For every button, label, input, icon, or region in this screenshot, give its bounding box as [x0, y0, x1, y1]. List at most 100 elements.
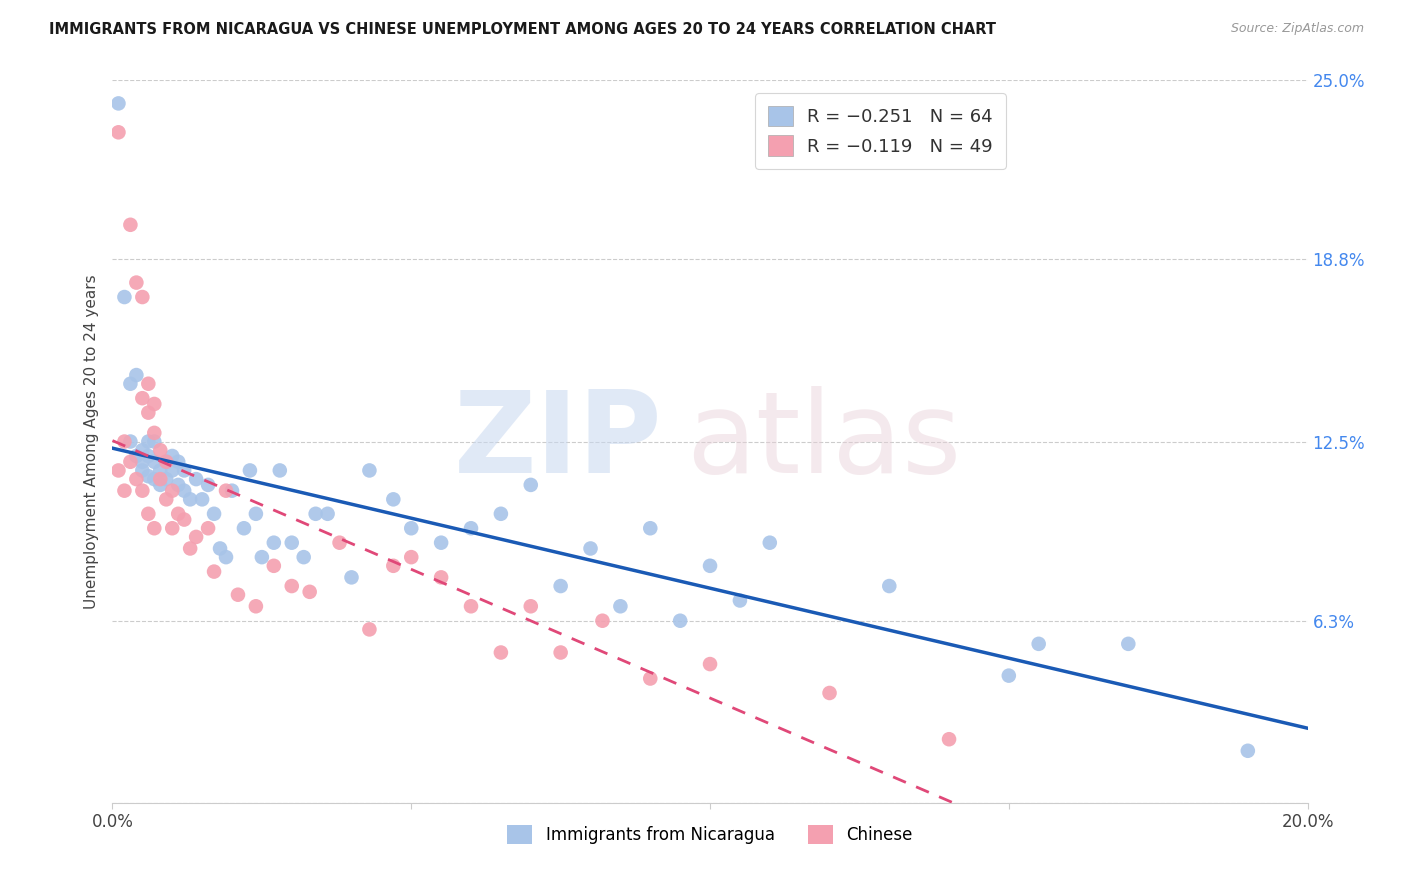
Point	[550, 646, 572, 660]
Point	[143, 472, 166, 486]
Text: ZIP: ZIP	[454, 386, 662, 497]
Point	[149, 472, 172, 486]
Point	[125, 368, 148, 382]
Point	[114, 434, 135, 449]
Point	[382, 492, 405, 507]
Point	[120, 218, 142, 232]
Point	[162, 463, 183, 477]
Point	[191, 492, 214, 507]
Point	[173, 463, 195, 477]
Point	[728, 593, 751, 607]
Point	[460, 599, 482, 614]
Point	[699, 657, 721, 671]
Point	[401, 521, 423, 535]
Point	[138, 434, 160, 449]
Point	[340, 570, 363, 584]
Point	[759, 535, 782, 549]
Point	[125, 449, 148, 463]
Point	[120, 376, 142, 391]
Point	[430, 535, 453, 549]
Point	[233, 521, 256, 535]
Point	[382, 558, 405, 573]
Point	[609, 599, 631, 614]
Point	[120, 434, 142, 449]
Point	[245, 507, 267, 521]
Point	[316, 507, 339, 521]
Point	[226, 588, 249, 602]
Point	[359, 463, 381, 477]
Point	[107, 125, 129, 139]
Point	[489, 507, 512, 521]
Point	[167, 507, 190, 521]
Point	[359, 623, 381, 637]
Point	[281, 579, 304, 593]
Point	[640, 521, 662, 535]
Point	[401, 550, 423, 565]
Point	[215, 483, 238, 498]
Point	[640, 672, 662, 686]
Point	[186, 530, 208, 544]
Point	[114, 290, 135, 304]
Point	[179, 492, 201, 507]
Point	[120, 455, 142, 469]
Point	[131, 455, 153, 469]
Point	[250, 550, 273, 565]
Point	[197, 478, 219, 492]
Point	[107, 463, 129, 477]
Point	[592, 614, 614, 628]
Point	[173, 512, 195, 526]
Point	[998, 668, 1021, 682]
Point	[1237, 744, 1260, 758]
Point	[1028, 637, 1050, 651]
Point	[215, 550, 238, 565]
Point	[149, 443, 172, 458]
Point	[162, 521, 183, 535]
Point	[149, 463, 172, 477]
Point	[202, 565, 225, 579]
Point	[114, 483, 135, 498]
Point	[489, 646, 512, 660]
Point	[179, 541, 201, 556]
Text: IMMIGRANTS FROM NICARAGUA VS CHINESE UNEMPLOYMENT AMONG AGES 20 TO 24 YEARS CORR: IMMIGRANTS FROM NICARAGUA VS CHINESE UNE…	[49, 22, 997, 37]
Point	[125, 472, 148, 486]
Point	[699, 558, 721, 573]
Legend: Immigrants from Nicaragua, Chinese: Immigrants from Nicaragua, Chinese	[499, 816, 921, 852]
Point	[162, 483, 183, 498]
Point	[155, 492, 177, 507]
Point	[131, 443, 153, 458]
Point	[329, 535, 352, 549]
Point	[239, 463, 262, 477]
Point	[131, 483, 153, 498]
Point	[818, 686, 841, 700]
Point	[143, 434, 166, 449]
Point	[221, 483, 243, 498]
Point	[131, 463, 153, 477]
Point	[263, 558, 285, 573]
Point	[131, 391, 153, 405]
Point	[138, 469, 160, 483]
Point	[460, 521, 482, 535]
Point	[281, 535, 304, 549]
Point	[167, 455, 190, 469]
Text: Source: ZipAtlas.com: Source: ZipAtlas.com	[1230, 22, 1364, 36]
Point	[263, 535, 285, 549]
Point	[138, 406, 160, 420]
Point	[520, 478, 543, 492]
Point	[520, 599, 543, 614]
Point	[143, 455, 166, 469]
Point	[269, 463, 291, 477]
Point	[143, 425, 166, 440]
Point	[143, 521, 166, 535]
Point	[305, 507, 328, 521]
Point	[155, 455, 177, 469]
Point	[298, 584, 321, 599]
Point	[107, 96, 129, 111]
Point	[173, 483, 195, 498]
Point	[292, 550, 315, 565]
Point	[669, 614, 692, 628]
Point	[186, 472, 208, 486]
Point	[579, 541, 602, 556]
Point	[550, 579, 572, 593]
Point	[202, 507, 225, 521]
Point	[938, 732, 960, 747]
